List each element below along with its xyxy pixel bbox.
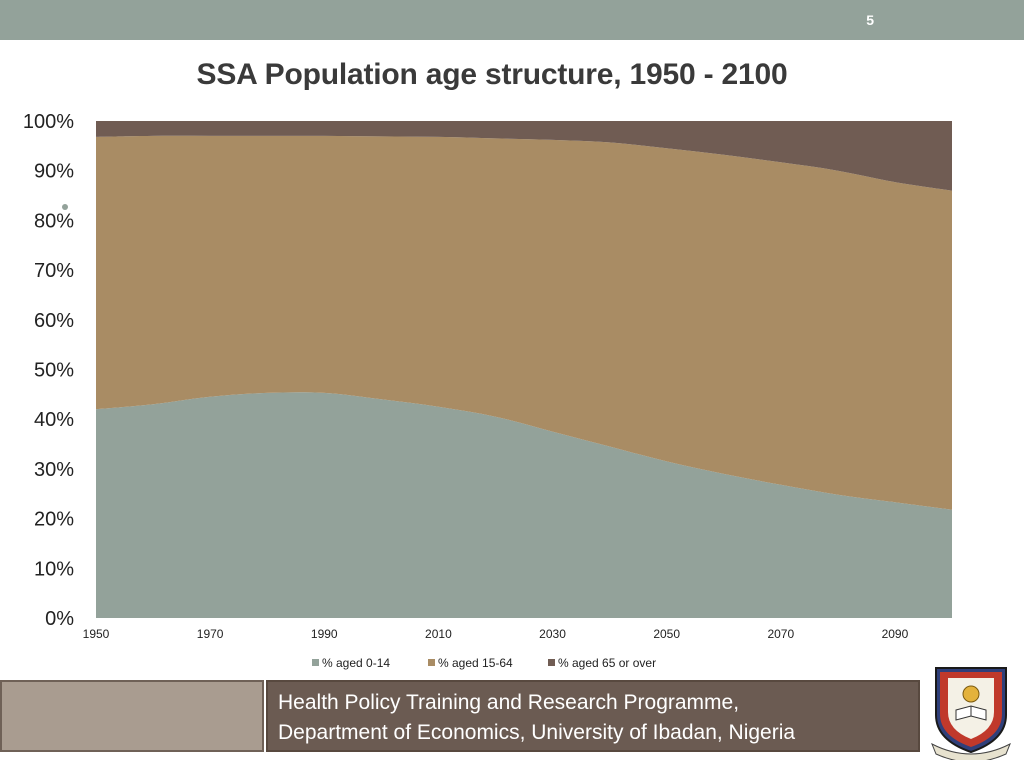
- y-tick-label: 70%: [34, 260, 74, 282]
- area-chart: 0%10%20%30%40%50%60%70%80%90%100% 1950 19…: [23, 111, 952, 670]
- y-tick-label: 20%: [34, 509, 74, 531]
- chart-legend: % aged 0-14 % aged 15-64 % aged 65 or over: [312, 656, 656, 670]
- y-tick-label: 30%: [34, 459, 74, 481]
- legend-swatch-2: [428, 659, 435, 666]
- y-tick-label: 50%: [34, 360, 74, 382]
- y-tick-label: 10%: [34, 558, 74, 580]
- university-of-ibadan-crest-icon: [931, 667, 1011, 760]
- legend-label-2: % aged 15-64: [438, 656, 513, 670]
- area-series-1: [96, 392, 952, 618]
- y-tick-label: 80%: [34, 210, 74, 232]
- y-tick-label: 100%: [23, 111, 74, 133]
- y-tick-label: 40%: [34, 409, 74, 431]
- x-tick-label: 2030: [539, 627, 566, 641]
- x-tick-label: 1970: [197, 627, 224, 641]
- x-tick-label: 1990: [311, 627, 338, 641]
- legend-label-3: % aged 65 or over: [558, 656, 656, 670]
- x-tick-label: 2070: [767, 627, 794, 641]
- x-axis-ticks: 1950 1970 1990 2010 2030 2050 2070 2090: [83, 627, 909, 641]
- legend-label-1: % aged 0-14: [322, 656, 390, 670]
- area-series-2: [96, 135, 952, 510]
- y-axis-ticks: 0% 10% 20% 30% 40% 50% 60% 70% 80% 90% 100%: [23, 111, 74, 630]
- x-tick-label: 2010: [425, 627, 452, 641]
- slide-title: SSA Population age structure, 1950 - 210…: [196, 58, 788, 91]
- x-tick-label: 1950: [83, 627, 110, 641]
- legend-swatch-1: [312, 659, 319, 666]
- footer-line-1: Health Policy Training and Research Prog…: [278, 691, 740, 714]
- slide-number: 5: [866, 12, 874, 28]
- footer-text-box: Health Policy Training and Research Prog…: [266, 680, 920, 752]
- area-series-3: [96, 121, 952, 191]
- footer-line-2: Department of Economics, University of I…: [278, 721, 796, 744]
- x-tick-label: 2090: [882, 627, 909, 641]
- bullet-dot: [62, 204, 68, 210]
- chart-areas: [96, 121, 952, 618]
- y-tick-label: 60%: [34, 310, 74, 332]
- legend-swatch-3: [548, 659, 555, 666]
- y-tick-label: 0%: [45, 608, 74, 630]
- y-tick-label: 90%: [34, 161, 74, 183]
- x-tick-label: 2050: [653, 627, 680, 641]
- top-bar: 5: [0, 0, 1024, 40]
- footer-left-box: [0, 680, 264, 752]
